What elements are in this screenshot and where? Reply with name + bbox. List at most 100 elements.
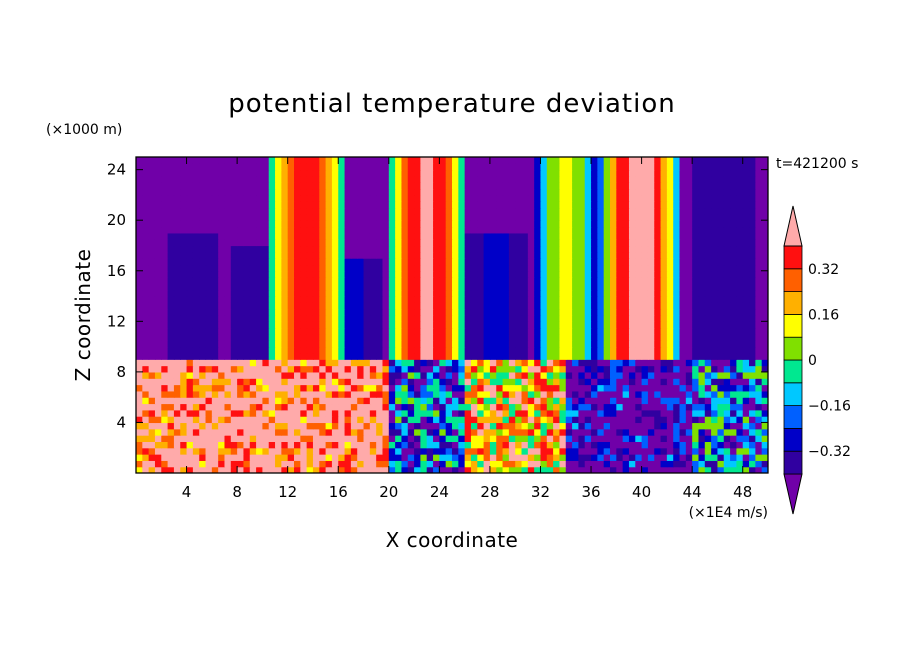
- field-cell: [211, 201, 219, 209]
- field-cell: [331, 289, 339, 297]
- field-cell: [679, 340, 687, 348]
- field-cell: [610, 422, 617, 430]
- field-cell: [508, 359, 516, 367]
- field-cell: [628, 384, 636, 392]
- field-cell: [603, 416, 611, 424]
- field-cell: [161, 378, 169, 386]
- field-cell: [344, 340, 352, 348]
- field-cell: [698, 169, 706, 177]
- field-cell: [521, 157, 529, 164]
- field-cell: [477, 454, 485, 461]
- field-cell: [256, 175, 263, 183]
- field-cell: [243, 422, 251, 430]
- field-cell: [610, 435, 617, 442]
- field-cell: [666, 232, 674, 240]
- field-cell: [319, 302, 327, 310]
- field-cell: [755, 352, 763, 360]
- field-cell: [496, 194, 504, 202]
- field-cell: [350, 365, 358, 373]
- field-cell: [388, 175, 396, 183]
- field-cell: [584, 296, 592, 303]
- field-cell: [306, 333, 314, 341]
- field-cell: [660, 321, 668, 329]
- field-cell: [256, 245, 263, 253]
- field-cell: [256, 213, 263, 221]
- field-cell: [439, 441, 447, 449]
- field-cell: [363, 327, 371, 335]
- field-cell: [388, 239, 396, 247]
- field-cell: [515, 416, 523, 424]
- field-cell: [154, 466, 162, 473]
- field-cell: [167, 365, 175, 373]
- field-cell: [275, 321, 282, 329]
- field-cell: [256, 371, 263, 379]
- field-cell: [603, 194, 611, 202]
- field-cell: [186, 321, 194, 329]
- field-cell: [369, 270, 377, 278]
- field-cell: [426, 454, 434, 461]
- field-cell: [553, 239, 561, 247]
- field-cell: [300, 397, 308, 405]
- field-cell: [401, 416, 409, 424]
- field-cell: [597, 182, 605, 190]
- field-cell: [249, 365, 257, 373]
- field-cell: [723, 333, 731, 341]
- field-cell: [338, 384, 346, 392]
- field-cell: [433, 296, 440, 303]
- field-cell: [502, 258, 510, 266]
- field-cell: [426, 232, 434, 240]
- field-cell: [142, 390, 150, 398]
- field-cell: [268, 245, 276, 253]
- field-cell: [483, 365, 491, 373]
- field-cell: [666, 264, 674, 272]
- field-cell: [736, 258, 744, 266]
- field-cell: [192, 169, 200, 177]
- field-cell: [294, 157, 301, 164]
- field-cell: [591, 163, 598, 171]
- field-cell: [414, 390, 421, 398]
- field-cell: [218, 264, 226, 272]
- field-cell: [515, 359, 523, 367]
- field-cell: [319, 245, 327, 253]
- field-cell: [483, 397, 491, 405]
- field-cell: [591, 409, 598, 417]
- field-cell: [433, 384, 440, 392]
- field-cell: [262, 378, 270, 386]
- field-cell: [591, 277, 598, 284]
- field-cell: [641, 296, 649, 303]
- field-cell: [622, 365, 630, 373]
- field-cell: [363, 371, 371, 379]
- field-cell: [433, 428, 440, 436]
- field-cell: [388, 188, 396, 196]
- field-cell: [704, 422, 712, 430]
- field-cell: [660, 378, 668, 386]
- field-cell: [433, 435, 440, 442]
- field-cell: [243, 397, 251, 405]
- field-cell: [148, 188, 156, 196]
- field-cell: [300, 232, 308, 240]
- field-cell: [192, 245, 200, 253]
- field-cell: [635, 277, 643, 284]
- field-cell: [256, 460, 263, 468]
- field-cell: [666, 422, 674, 430]
- field-cell: [426, 182, 434, 190]
- field-cell: [161, 435, 169, 442]
- field-cell: [363, 422, 371, 430]
- field-cell: [230, 226, 238, 234]
- field-cell: [331, 163, 339, 171]
- field-cell: [426, 403, 434, 411]
- field-cell: [426, 371, 434, 379]
- field-cell: [470, 466, 478, 473]
- field-cell: [161, 390, 169, 398]
- field-cell: [698, 346, 706, 354]
- field-cell: [584, 454, 592, 461]
- field-cell: [319, 321, 327, 329]
- field-cell: [256, 264, 263, 272]
- field-cell: [395, 258, 403, 266]
- field-cell: [186, 441, 194, 449]
- field-cell: [654, 327, 662, 335]
- field-cell: [654, 359, 662, 367]
- field-cell: [736, 397, 744, 405]
- field-cell: [414, 232, 421, 240]
- field-cell: [256, 251, 263, 259]
